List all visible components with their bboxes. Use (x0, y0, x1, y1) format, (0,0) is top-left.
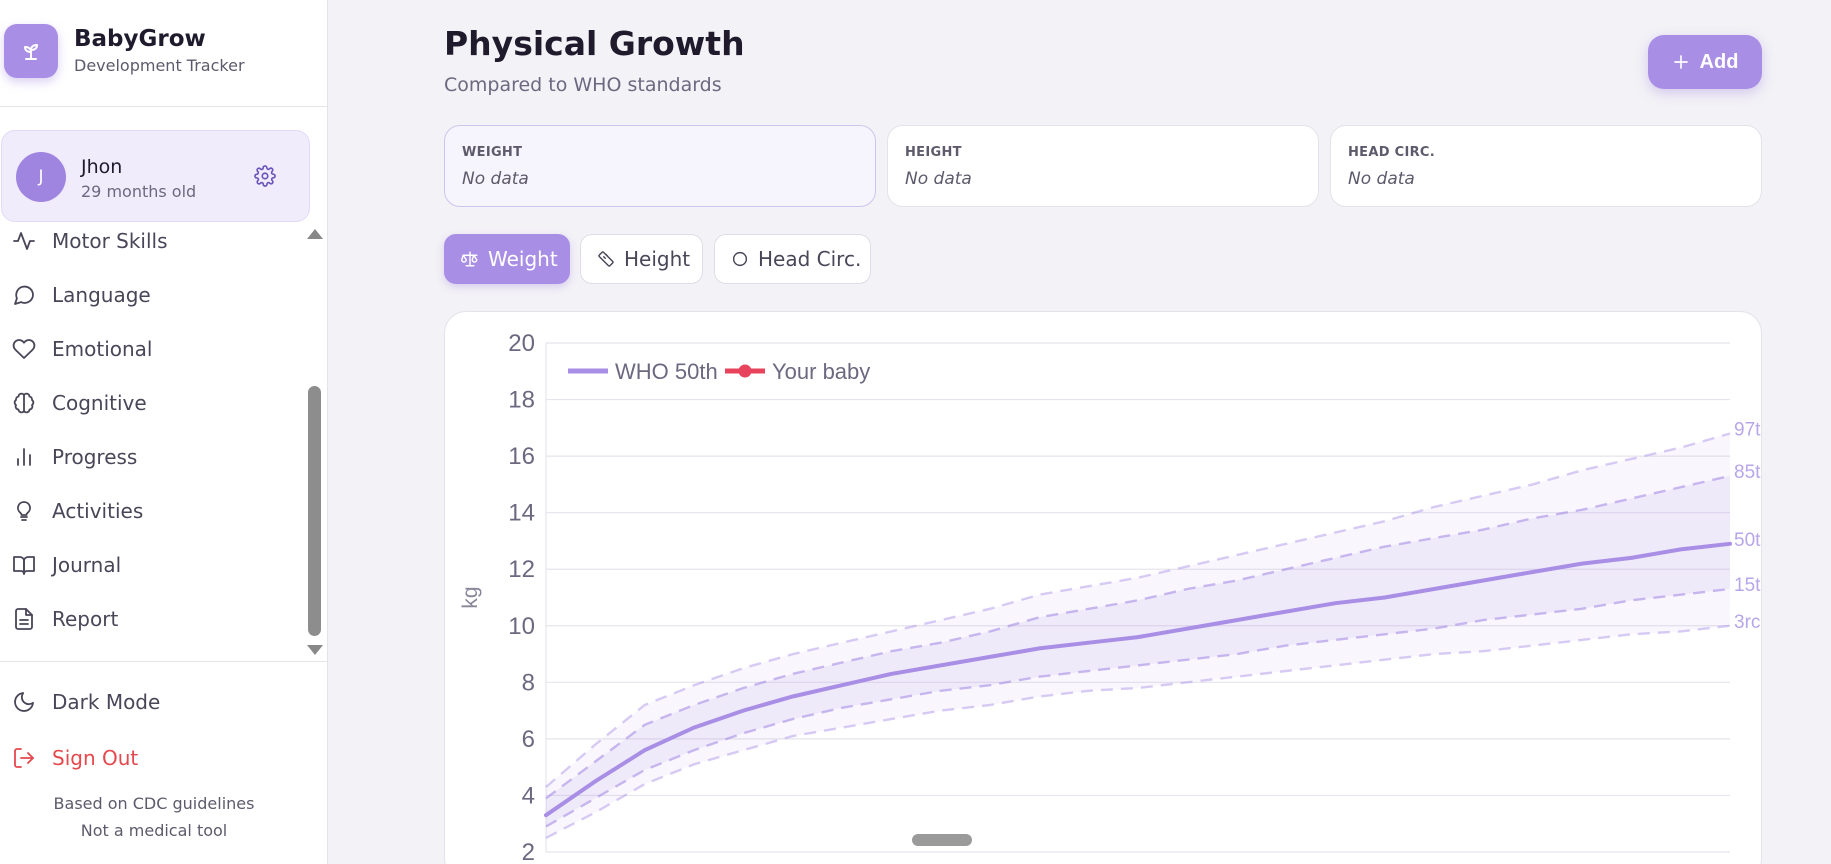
disclaimer-line-2: Not a medical tool (80, 821, 228, 840)
sidebar-item-progress[interactable]: Progress (0, 434, 300, 480)
sidebar-item-label: Motor Skills (52, 229, 168, 253)
y-tick-label: 6 (522, 726, 535, 753)
y-tick-label: 12 (508, 556, 535, 583)
sidebar-item-language[interactable]: Language (0, 272, 300, 318)
sign-out-button[interactable]: Sign Out (0, 738, 300, 778)
sidebar-item-report[interactable]: Report (0, 596, 300, 642)
gear-icon[interactable] (254, 165, 276, 187)
sidebar-scrollbar[interactable] (306, 226, 323, 658)
legend-label-your-baby: Your baby (772, 359, 870, 384)
y-tick-label: 4 (522, 782, 535, 809)
brand-title: BabyGrow (74, 26, 206, 52)
sidebar-item-activities[interactable]: Activities (0, 488, 300, 534)
book-icon (13, 556, 35, 575)
tab-height[interactable]: Height (580, 234, 703, 284)
sidebar-item-label: Emotional (52, 337, 153, 361)
percentile-label: 97t (1734, 419, 1761, 440)
scroll-up-arrow-icon[interactable] (307, 229, 323, 239)
add-button-label: Add (1699, 50, 1739, 73)
sidebar-nav: Motor Skills Language Emotional Cognitiv… (0, 226, 306, 658)
lightbulb-icon (17, 501, 31, 521)
brand-subtitle: Development Tracker (74, 56, 245, 75)
y-tick-label: 8 (522, 669, 535, 696)
sidebar-footer: Dark Mode Sign Out Based on CDC guidelin… (0, 661, 327, 864)
percentile-label: 50t (1734, 530, 1761, 551)
stat-value: No data (462, 169, 529, 189)
activity-icon (13, 232, 35, 250)
y-tick-label: 14 (508, 500, 535, 527)
tab-label: Height (624, 247, 691, 271)
y-tick-label: 16 (508, 443, 535, 470)
line-85th (545, 474, 1731, 800)
stat-value: No data (905, 169, 972, 189)
file-text-icon (15, 608, 33, 630)
percentile-label: 85t (1734, 462, 1761, 483)
circle-icon (732, 251, 748, 267)
sidebar-item-cognitive[interactable]: Cognitive (0, 380, 300, 426)
y-tick-label: 18 (508, 387, 535, 414)
tab-label: Weight (488, 247, 558, 271)
percentile-label: 15t (1734, 575, 1761, 596)
stat-label: WEIGHT (462, 145, 523, 160)
log-out-icon (14, 748, 34, 768)
y-tick-label: 20 (508, 330, 535, 357)
brain-icon (13, 392, 35, 414)
add-button[interactable]: Add (1648, 35, 1762, 89)
sidebar-item-emotional[interactable]: Emotional (0, 326, 300, 372)
stat-label: HEIGHT (905, 145, 962, 160)
page-title: Physical Growth (444, 24, 745, 63)
disclaimer-line-1: Based on CDC guidelines (53, 794, 255, 813)
avatar: J (16, 152, 66, 202)
y-tick-label: 10 (508, 613, 535, 640)
ruler-icon (598, 251, 614, 267)
sprout-icon (4, 24, 58, 78)
sidebar: BabyGrow Development Tracker J Jhon 29 m… (0, 0, 328, 864)
band-inner (546, 475, 1730, 827)
child-name: Jhon (81, 156, 123, 178)
sidebar-item-label: Progress (52, 445, 138, 469)
plus-icon (1673, 55, 1688, 69)
child-age: 29 months old (81, 182, 197, 201)
sidebar-item-label: Cognitive (52, 391, 147, 415)
stat-label: HEAD CIRC. (1348, 145, 1436, 160)
scale-icon (461, 251, 478, 267)
scroll-down-arrow-icon[interactable] (307, 645, 323, 655)
child-profile-card[interactable]: J Jhon 29 months old (1, 130, 310, 222)
legend-marker-your-baby (738, 364, 752, 378)
chat-bubble-icon (14, 285, 34, 305)
legend-label-who-50th: WHO 50th (615, 359, 718, 384)
tab-head-circ[interactable]: Head Circ. (714, 234, 871, 284)
y-tick-label: 2 (522, 839, 535, 864)
sidebar-item-label: Activities (52, 499, 144, 523)
stat-card-head-circ[interactable]: HEAD CIRC. No data (1330, 125, 1762, 207)
growth-chart: 2 4 6 8 10 12 14 16 18 20 kg 97t 85t 50t 15t 3rc WHO 50t… (459, 330, 1761, 864)
heart-icon (12, 339, 36, 359)
stat-card-height[interactable]: HEIGHT No data (887, 125, 1319, 207)
sign-out-label: Sign Out (52, 746, 139, 770)
line-97th (545, 432, 1731, 788)
page-subtitle: Compared to WHO standards (444, 74, 722, 96)
brand-header: BabyGrow Development Tracker (0, 0, 327, 107)
growth-chart-card: 2 4 6 8 10 12 14 16 18 20 kg 97t 85t 50t 15t 3rc WHO 50t… (444, 311, 1762, 864)
dark-mode-toggle[interactable]: Dark Mode (0, 682, 300, 722)
line-who-50th (544, 541, 1732, 818)
stat-card-weight[interactable]: WEIGHT No data (444, 125, 876, 207)
bar-chart-icon (17, 448, 31, 466)
moon-icon (14, 692, 34, 712)
stat-value: No data (1348, 169, 1415, 189)
sidebar-item-label: Language (52, 283, 151, 307)
y-axis-label: kg (459, 586, 482, 608)
line-15th (545, 587, 1731, 828)
sidebar-item-motor-skills[interactable]: Motor Skills (0, 226, 300, 264)
tab-label: Head Circ. (758, 247, 862, 271)
sidebar-item-label: Journal (52, 553, 122, 577)
scrollbar-thumb[interactable] (308, 386, 321, 636)
sidebar-item-journal[interactable]: Journal (0, 542, 300, 588)
dark-mode-label: Dark Mode (52, 690, 161, 714)
percentile-label: 3rc (1734, 612, 1760, 633)
tab-weight[interactable]: Weight (444, 234, 570, 284)
resize-handle[interactable] (912, 834, 972, 846)
sidebar-item-label: Report (52, 607, 119, 631)
